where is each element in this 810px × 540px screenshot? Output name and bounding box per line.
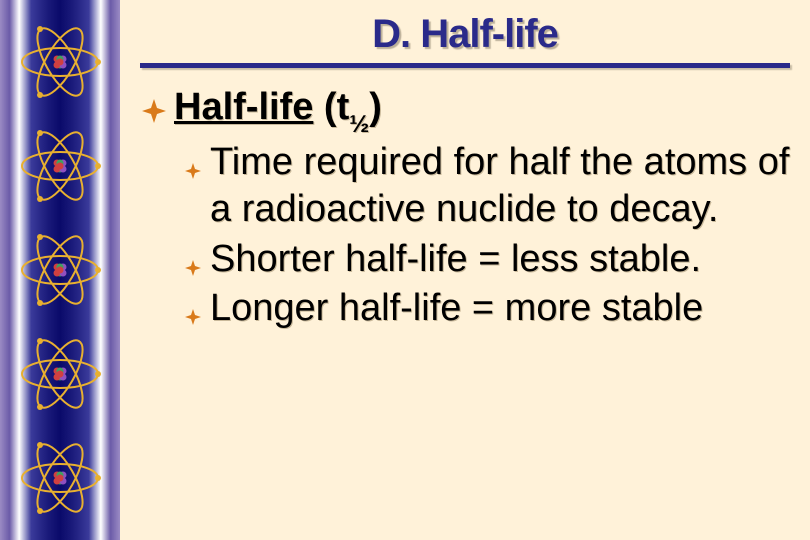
level2-text: Shorter half-life = less stable. — [210, 236, 701, 284]
atom-icon — [15, 225, 105, 315]
slide-content: D. Half-life Half-life (t½) Time require… — [120, 0, 810, 540]
level2-text: Longer half-life = more stable — [210, 285, 703, 333]
atom-icon — [15, 433, 105, 523]
diamond-bullet-icon — [184, 250, 202, 286]
level1-rest-pre: (t — [313, 86, 349, 128]
sidebar-decoration — [0, 0, 120, 540]
level2-text: Time required for half the atoms of a ra… — [210, 139, 790, 234]
level1-subscript: ½ — [349, 111, 369, 138]
level1-rest-post: ) — [369, 86, 382, 128]
title-underline — [140, 63, 790, 68]
bullet-level2: Shorter half-life = less stable. — [184, 236, 790, 284]
diamond-bullet-icon — [184, 299, 202, 335]
slide-title: D. Half-life — [140, 12, 790, 57]
plus-bullet-icon — [140, 97, 168, 131]
bullet-level2: Longer half-life = more stable — [184, 285, 790, 333]
bullet-level1: Half-life (t½) — [140, 86, 790, 135]
atom-icon — [15, 121, 105, 211]
diamond-bullet-icon — [184, 153, 202, 189]
level1-key-term: Half-life — [174, 86, 313, 128]
level1-text: Half-life (t½) — [174, 86, 382, 135]
atom-icon — [15, 329, 105, 419]
atom-icon — [15, 17, 105, 107]
bullet-level2: Time required for half the atoms of a ra… — [184, 139, 790, 234]
